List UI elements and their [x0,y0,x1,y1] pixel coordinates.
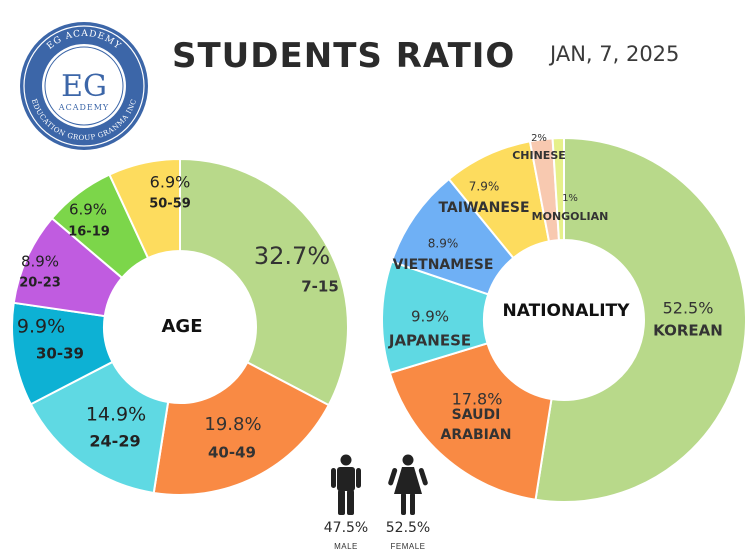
slice-category-label: ARABIAN [441,427,512,443]
slice-category-label: TAIWANESE [438,200,529,216]
slice-category-label: 16-19 [68,225,110,240]
donut-slice-40-49 [152,361,331,496]
slice-percent-label: 17.8% [452,390,503,409]
slice-category-label: VIETNAMESE [393,257,494,273]
slice-category-label: 50-59 [149,197,191,212]
slice-percent-label: 32.7% [254,242,330,270]
donut-center-label: NATIONALITY [503,301,631,321]
female-icon [388,454,428,515]
report-date: JAN, 7, 2025 [550,42,680,66]
male-icon [331,454,361,515]
donut-slice-mongolian [551,136,565,242]
donut-slice-korean [534,136,745,503]
slice-category-label: KOREAN [653,322,723,340]
male-label: MALE [334,542,358,551]
slice-category-label: JAPANESE [388,332,471,350]
male-percent: 47.5% [323,520,369,536]
donut-slice-saudi-arabian [388,342,553,501]
donut-slice-24-29 [29,360,170,495]
slice-percent-label: 6.9% [69,201,107,219]
slice-percent-label: 52.5% [663,299,714,318]
logo-monogram: EG [61,69,107,104]
slice-category-label: SAUDI [452,407,501,423]
donut-slice-7-15 [179,157,349,407]
slice-percent-label: 9.9% [411,308,449,326]
gender-ratio: 47.5% MALE 52.5% FEMALE [318,454,438,559]
slice-category-label: MONGOLIAN [532,210,609,223]
slice-category-label: 40-49 [208,444,256,462]
logo-subtext: ACADEMY [58,103,109,112]
donut-slice-50-59 [108,157,181,260]
female-label: FEMALE [390,542,426,551]
slice-percent-label: 19.8% [204,414,261,435]
slice-percent-label: 7.9% [469,180,500,194]
slice-category-label: 30-39 [36,345,84,363]
slice-percent-label: 6.9% [150,173,191,192]
slice-percent-label: 1% [562,193,578,204]
eg-academy-logo: EG ACADEMY EDUCATION GROUP GRANMA INC EG… [20,22,148,150]
female-percent: 52.5% [385,520,431,536]
slice-category-label: 20-23 [19,276,61,291]
slice-percent-label: 8.9% [21,253,59,271]
slice-category-label: 24-29 [89,432,140,451]
slice-category-label: CHINESE [512,149,566,162]
gender-female: 52.5% FEMALE [380,454,436,551]
slice-percent-label: 14.9% [86,404,146,426]
slice-percent-label: 9.9% [17,316,65,338]
slice-category-label: 7-15 [301,278,339,296]
gender-male: 47.5% MALE [318,454,374,551]
slice-percent-label: 2% [531,133,547,144]
page-title: STUDENTS RATIO [172,36,516,76]
donut-center-label: AGE [161,316,202,337]
slice-percent-label: 8.9% [428,237,459,251]
